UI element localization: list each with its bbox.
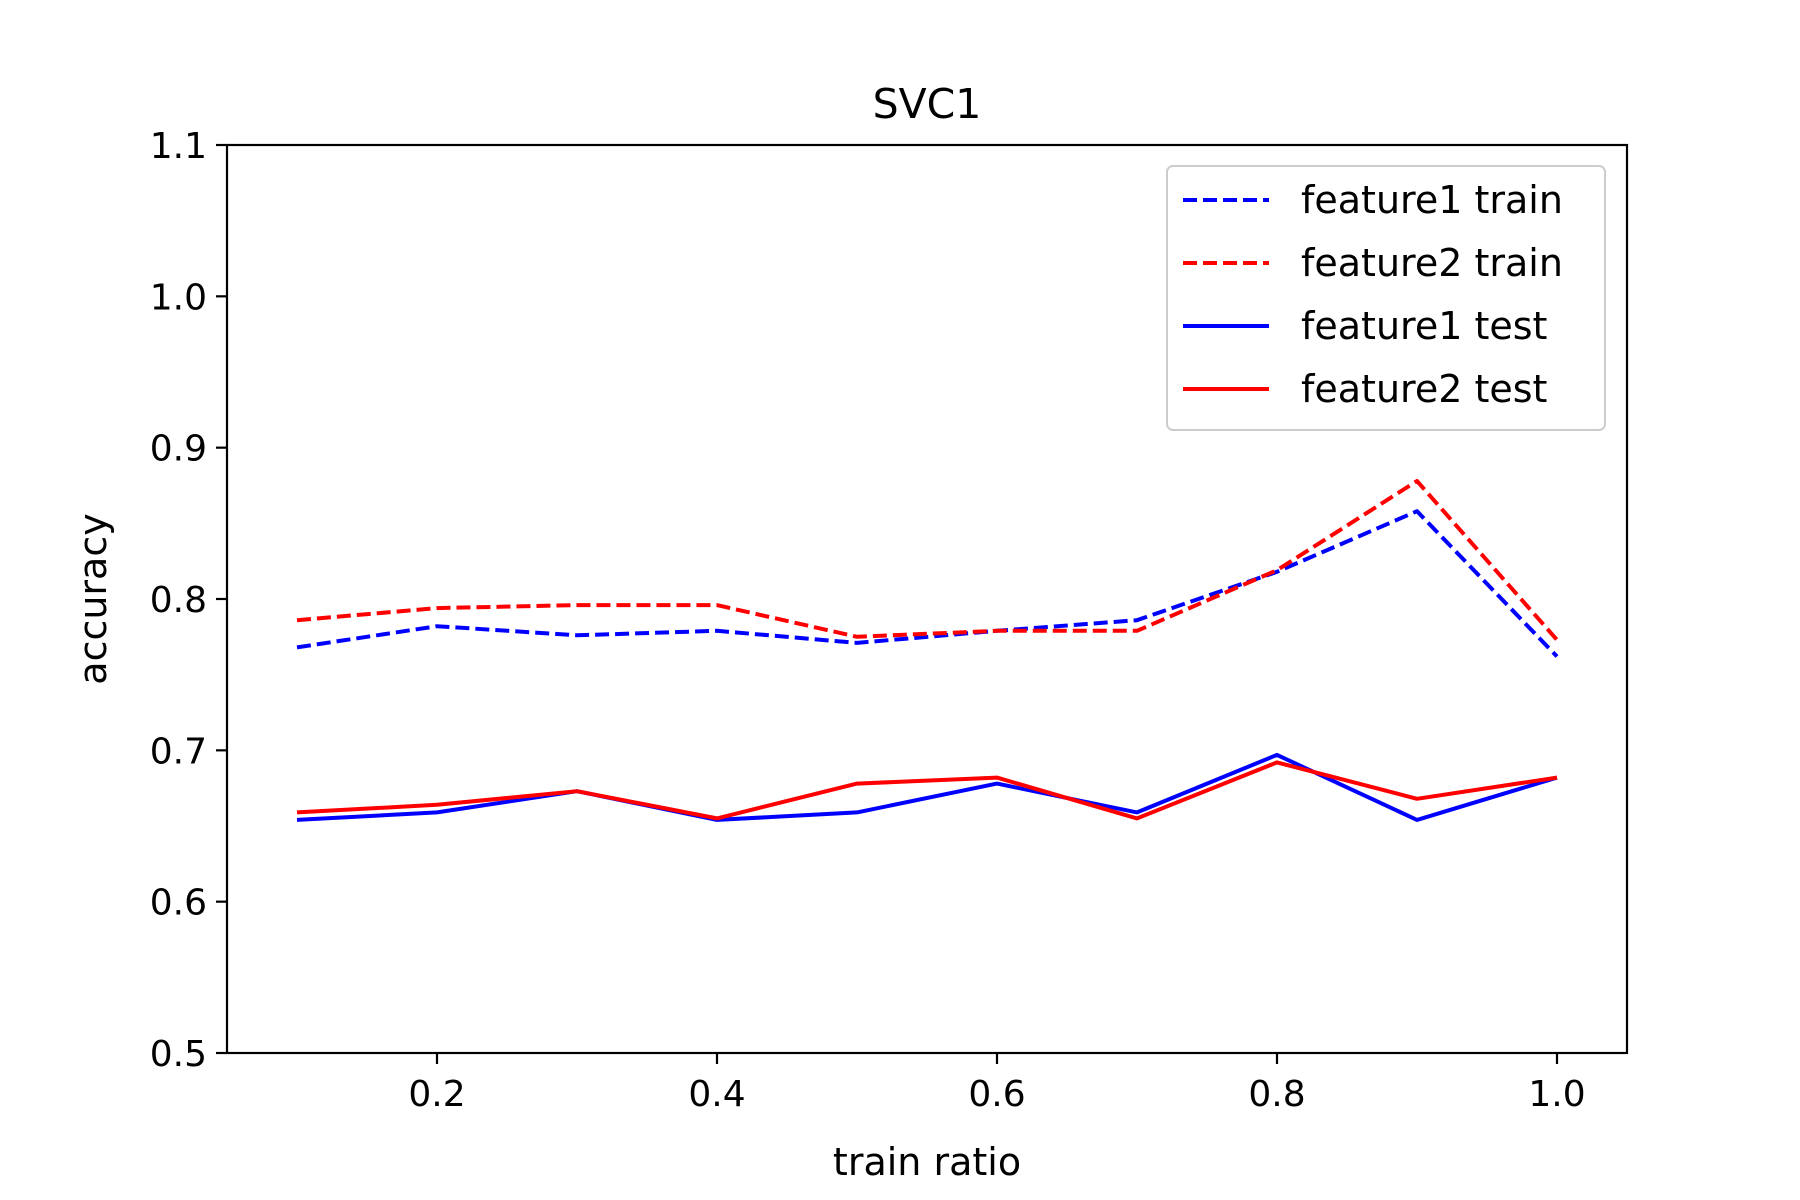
x-tick-label: 0.2 (408, 1074, 465, 1115)
y-tick-label: 0.7 (150, 731, 207, 772)
y-tick-label: 0.5 (150, 1034, 207, 1075)
y-tick-label: 0.9 (150, 429, 207, 470)
x-tick-label: 0.6 (968, 1074, 1025, 1115)
legend-label-feature2-train: feature2 train (1301, 241, 1563, 285)
series-line-feature2-test (296, 760, 1558, 821)
legend-box (1166, 165, 1606, 431)
y-tick-label: 0.8 (150, 580, 207, 621)
x-tick-label: 0.4 (688, 1074, 745, 1115)
x-axis-label: train ratio (833, 1140, 1021, 1184)
series-line-feature2-train (296, 479, 1559, 642)
chart-title: SVC1 (873, 80, 982, 128)
x-tick-label: 1.0 (1528, 1074, 1585, 1115)
series-line-feature1-train (296, 509, 1559, 658)
plot-lines (296, 479, 1559, 822)
y-axis: 0.5 0.6 0.7 0.8 0.9 1.0 1.1 (150, 126, 227, 1075)
y-tick-label: 0.6 (150, 883, 207, 924)
x-tick-label: 0.8 (1248, 1074, 1305, 1115)
legend-label-feature1-test: feature1 test (1301, 304, 1547, 348)
legend: feature1 train feature2 train feature1 tes… (1166, 165, 1606, 431)
legend-label-feature1-train: feature1 train (1301, 178, 1563, 222)
y-tick-label: 1.1 (150, 126, 207, 167)
series-line-feature1-test (296, 752, 1558, 822)
y-axis-label: accuracy (71, 513, 115, 684)
y-tick-label: 1.0 (150, 277, 207, 318)
x-axis: 0.2 0.4 0.6 0.8 1.0 (408, 1053, 1586, 1115)
legend-label-feature2-test: feature2 test (1301, 367, 1547, 411)
